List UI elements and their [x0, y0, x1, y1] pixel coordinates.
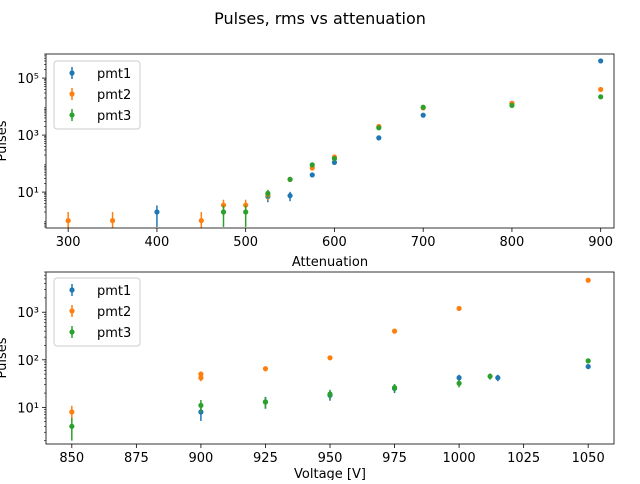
axes-frame [45, 271, 615, 445]
x-tick-label: 300 [56, 235, 81, 250]
pmt2-point [198, 375, 204, 381]
figure-title: Pulses, rms vs attenuation [214, 9, 426, 28]
legend-pmt2-label: pmt2 [97, 305, 131, 320]
pmt3-point [376, 125, 382, 131]
x-tick-label: 600 [322, 235, 347, 250]
pmt1-point [585, 363, 591, 370]
pmt2-point [198, 217, 204, 224]
y-tick-label: 10¹ [17, 186, 39, 201]
pmt3-point [331, 155, 338, 162]
pmt3-point [327, 391, 333, 397]
x-tick-label: 875 [124, 451, 149, 466]
pmt3-point [198, 402, 204, 409]
pmt3-point [509, 102, 515, 109]
pmt1-point [309, 172, 315, 178]
pmt1-point [154, 209, 160, 215]
pmt3-point [391, 385, 398, 391]
x-tick-label: 900 [588, 235, 613, 250]
legend-pmt2-label: pmt2 [97, 88, 131, 103]
x-tick-label: 500 [233, 235, 258, 250]
pmt1-point [287, 193, 293, 199]
pmt2-point [69, 409, 75, 415]
pmt2-point [585, 277, 591, 283]
x-axis-label: Voltage [V] [294, 467, 366, 480]
x-tick-label: 975 [382, 451, 407, 466]
legend-pmt1-label: pmt1 [97, 67, 131, 82]
legend-pmt3-label: pmt3 [97, 109, 131, 124]
x-tick-label: 400 [145, 235, 170, 250]
legend-pmt3-marker [69, 112, 75, 118]
pmt2-point [262, 366, 269, 372]
bottom-subplot: 850 875 900 925 950 975 1000 1025 1050 10¹ 10² 10³ V… [0, 271, 615, 482]
y-axis-label: Pulses [0, 337, 10, 378]
pmt1-point [420, 112, 426, 118]
legend-pmt2-marker [69, 308, 75, 314]
y-tick-label: 10⁵ [17, 72, 39, 87]
pmt2-point [65, 217, 71, 224]
pmt1-point [495, 375, 501, 381]
pmt3-point [262, 399, 269, 405]
plot-area [65, 58, 604, 228]
x-tick-label: 1000 [443, 451, 476, 466]
y-tick-label: 10³ [17, 306, 39, 321]
legend-pmt1-label: pmt1 [97, 284, 131, 299]
pmt2-point [220, 202, 227, 208]
pmt3-point [265, 190, 271, 197]
pmt3-point [220, 209, 227, 215]
pmt3-point [243, 209, 249, 215]
pmt3-point [309, 162, 315, 168]
legend: pmt1 pmt2 pmt3 [53, 60, 141, 130]
x-tick-label: 1050 [572, 451, 605, 466]
y-tick-label: 10² [17, 354, 39, 369]
legend-pmt1-marker [69, 70, 75, 76]
x-axis-label: Attenuation [292, 255, 368, 270]
x-tick-label: 700 [411, 235, 436, 250]
pmt1-point [598, 58, 604, 64]
x-tick-label: 1025 [507, 451, 540, 466]
legend-pmt3-label: pmt3 [97, 326, 131, 341]
plot-area [69, 277, 591, 441]
legend-pmt2-marker [69, 91, 75, 97]
pmt2-point [243, 202, 249, 208]
pmt2-point [456, 305, 462, 312]
x-tick-label: 950 [318, 451, 343, 466]
x-tick-label: 900 [188, 451, 213, 466]
pmt3-point [420, 104, 426, 110]
y-tick-label: 10³ [17, 129, 39, 144]
pmt1-point [376, 135, 382, 141]
pmt3-point [598, 94, 604, 100]
pmt1-point [456, 375, 462, 381]
pmt2-point [598, 86, 604, 93]
pmt3-point [287, 176, 293, 182]
axes-frame [45, 53, 615, 229]
legend-pmt1-marker [69, 287, 75, 293]
y-tick-label: 10¹ [17, 401, 39, 416]
x-tick-label: 925 [253, 451, 278, 466]
legend: pmt1 pmt2 pmt3 [53, 277, 141, 347]
x-tick-label: 850 [59, 451, 84, 466]
pmt2-point [391, 328, 398, 334]
y-axis-label: Pulses [0, 120, 10, 161]
top-subplot: 300 400 500 600 700 800 900 10¹ 10³ 10⁵ Attenuatio… [0, 53, 615, 270]
pmt2-point [109, 217, 116, 224]
pmt2-point [198, 371, 204, 377]
pmt3-point [69, 423, 75, 429]
pmt1-point [331, 159, 338, 166]
pmt3-point [585, 358, 591, 364]
x-tick-label: 800 [500, 235, 525, 250]
pmt3-point [456, 380, 462, 386]
pmt2-point [327, 355, 333, 361]
legend-pmt3-marker [69, 329, 75, 335]
pmt3-point [487, 373, 493, 379]
